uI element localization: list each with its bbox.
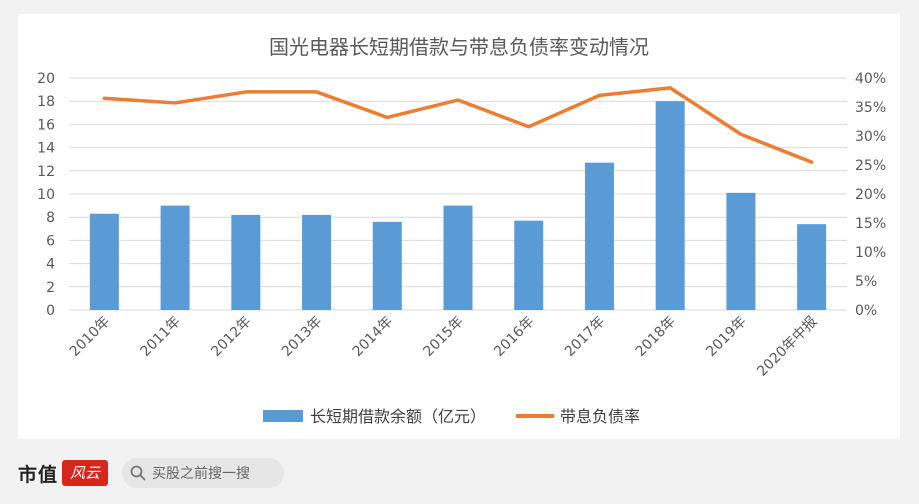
left-axis-tick-label: 10 <box>37 187 55 203</box>
right-axis-tick-label: 30% <box>855 129 886 145</box>
search-placeholder: 买股之前搜一搜 <box>152 466 251 482</box>
right-axis-tick-label: 0% <box>855 303 877 319</box>
x-axis-tick-label: 2014年 <box>350 314 396 360</box>
left-axis-tick-label: 18 <box>37 94 55 110</box>
left-axis-tick-label: 4 <box>46 257 55 273</box>
footer: 市值 风云 买股之前搜一搜 <box>18 456 285 490</box>
brand-logo-mark: 风云 <box>62 460 109 486</box>
x-axis-tick-label: 2015年 <box>420 314 466 360</box>
line-path <box>102 86 814 164</box>
right-axis-tick-label: 10% <box>855 245 886 261</box>
x-axis-tick-label: 2013年 <box>279 314 325 360</box>
right-axis-tick-label: 20% <box>855 187 886 203</box>
chart-card: 国光电器长短期借款与带息负债率变动情况 0 2 4 6 8 10 12 14 16 18 20 0%… <box>18 14 900 439</box>
chart: 国光电器长短期借款与带息负债率变动情况 0 2 4 6 8 10 12 14 16 18 20 0%… <box>37 35 886 426</box>
brand-logo-text: 市值 <box>18 463 59 486</box>
line-series <box>102 86 814 164</box>
search-box[interactable]: 买股之前搜一搜 <box>122 458 285 488</box>
right-axis: 0% 5% 10% 15% 20% 25% 30% 35% 40% <box>855 71 886 319</box>
legend-label-borrowings: 长短期借款余额（亿元） <box>310 407 486 426</box>
right-axis-tick-label: 15% <box>855 216 886 232</box>
x-axis-tick-label: 2018年 <box>633 314 679 360</box>
left-axis-tick-label: 8 <box>46 210 55 226</box>
x-axis-tick-label: 2010年 <box>67 314 113 360</box>
left-axis-tick-label: 14 <box>37 141 55 157</box>
left-axis-tick-label: 2 <box>46 280 55 296</box>
bar <box>372 221 402 310</box>
x-axis-tick-label: 2016年 <box>491 314 537 360</box>
right-axis-tick-label: 5% <box>855 274 877 290</box>
bar <box>726 192 756 310</box>
bar <box>797 224 827 310</box>
legend: 长短期借款余额（亿元） 带息负债率 <box>263 407 640 426</box>
bar <box>514 220 544 310</box>
right-axis-tick-label: 35% <box>855 100 886 116</box>
right-axis-tick-label: 40% <box>855 71 886 87</box>
bar <box>89 213 119 310</box>
legend-label-ratio: 带息负债率 <box>560 407 640 426</box>
bar-series <box>89 101 827 310</box>
left-axis-tick-label: 20 <box>37 71 55 87</box>
bar <box>655 101 685 310</box>
bar <box>302 214 332 310</box>
x-axis-tick-label: 2012年 <box>208 314 254 360</box>
bar <box>160 205 190 310</box>
bar <box>443 205 473 310</box>
search-icon <box>130 465 146 481</box>
bar <box>584 162 614 310</box>
bar <box>231 214 261 310</box>
right-axis-tick-label: 25% <box>855 158 886 174</box>
chart-title: 国光电器长短期借款与带息负债率变动情况 <box>269 35 649 59</box>
left-axis-tick-label: 6 <box>46 233 55 249</box>
left-axis-tick-label: 12 <box>37 164 55 180</box>
left-axis-tick-label: 0 <box>46 303 55 319</box>
legend-bar-swatch <box>263 410 303 422</box>
left-axis-tick-label: 16 <box>37 117 55 133</box>
left-axis: 0 2 4 6 8 10 12 14 16 18 20 <box>37 71 55 319</box>
x-axis-tick-label: 2017年 <box>562 314 608 360</box>
x-axis-labels: 2010年 2011年 2012年 2013年 2014年 2015年 2016年 2017年… <box>67 314 821 380</box>
x-axis-tick-label: 2020年中报 <box>754 314 820 380</box>
x-axis-tick-label: 2019年 <box>703 314 749 360</box>
x-axis-tick-label: 2011年 <box>138 314 184 360</box>
